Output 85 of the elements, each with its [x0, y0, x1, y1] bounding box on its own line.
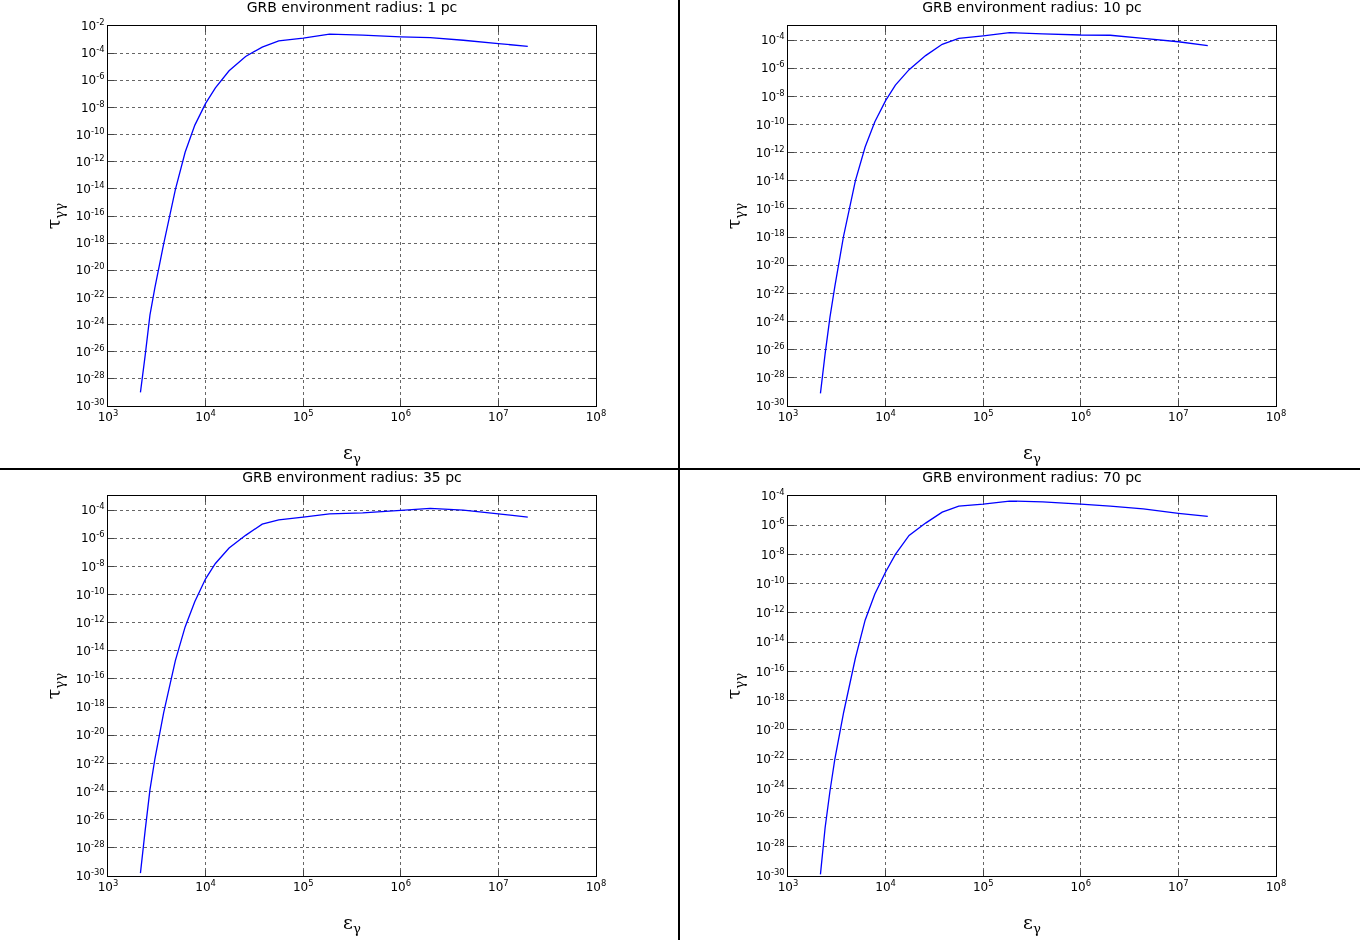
y-tick-label: 10$^{-26}$ [755, 808, 785, 825]
y-tick-label: 10$^{-12}$ [755, 143, 785, 160]
x-tick-label: 10$^{8}$ [1265, 878, 1287, 895]
y-tick-label: 10$^{-16}$ [755, 662, 785, 679]
x-tick-label: 10$^{3}$ [777, 878, 799, 895]
y-tick-label: 10$^{-6}$ [80, 71, 105, 88]
x-tick-label: 10$^{4}$ [195, 408, 216, 425]
y-tick-label: 10$^{-16}$ [755, 200, 785, 217]
y-tick-label: 10$^{-8}$ [80, 557, 105, 574]
y-tick-label: 10$^{-16}$ [75, 670, 105, 687]
y-tick-label: 10$^{-18}$ [755, 691, 785, 708]
y-tick-label: 10$^{-24}$ [755, 312, 785, 329]
x-axis-title: ε$_{γ}$ [343, 911, 361, 936]
y-tick-label: 10$^{-18}$ [755, 228, 785, 245]
x-tick-label: 10$^{6}$ [390, 878, 412, 895]
x-tick-label: 10$^{3}$ [777, 408, 799, 425]
y-tick-label: 10$^{-24}$ [75, 782, 105, 799]
y-tick-label: 10$^{-12}$ [75, 152, 105, 169]
x-tick-label: 10$^{8}$ [585, 408, 607, 425]
y-tick-label: 10$^{-4}$ [760, 31, 785, 48]
x-tick-label: 10$^{5}$ [972, 408, 994, 425]
y-tick-label: 10$^{-22}$ [755, 284, 785, 301]
y-tick-label: 10$^{-28}$ [755, 837, 785, 854]
y-tick-label: 10$^{-8}$ [80, 98, 105, 115]
y-tick-label: 10$^{-24}$ [755, 779, 785, 796]
x-tick-label: 10$^{5}$ [292, 878, 314, 895]
y-tick-label: 10$^{-10}$ [75, 125, 105, 142]
y-tick-label: 10$^{-4}$ [760, 487, 785, 504]
y-tick-label: 10$^{-10}$ [755, 574, 785, 591]
y-tick-label: 10$^{-28}$ [755, 369, 785, 386]
y-tick-label: 10$^{-26}$ [755, 340, 785, 357]
x-tick-label: 10$^{5}$ [972, 878, 994, 895]
x-tick-label: 10$^{8}$ [585, 878, 607, 895]
y-tick-label: 10$^{-22}$ [75, 288, 105, 305]
y-tick-label: 10$^{-16}$ [75, 207, 105, 224]
x-tick-label: 10$^{6}$ [1070, 878, 1092, 895]
y-tick-label: 10$^{-28}$ [75, 839, 105, 856]
y-tick-label: 10$^{-6}$ [80, 529, 105, 546]
y-tick-label: 10$^{-18}$ [75, 234, 105, 251]
x-tick-label: 10$^{4}$ [875, 878, 896, 895]
y-tick-label: 10$^{-14}$ [755, 171, 785, 189]
y-tick-label: 10$^{-14}$ [75, 641, 105, 659]
y-tick-label: 10$^{-10}$ [755, 115, 785, 132]
y-tick-label: 10$^{-26}$ [75, 342, 105, 359]
x-axis-title: ε$_{γ}$ [343, 441, 361, 466]
x-tick-label: 10$^{5}$ [292, 408, 314, 425]
chart-title: GRB environment radius: 1 pc [246, 0, 458, 16]
y-tick-label: 10$^{-12}$ [75, 613, 105, 630]
x-tick-label: 10$^{4}$ [875, 408, 896, 425]
y-tick-label: 10$^{-6}$ [760, 516, 785, 533]
y-tick-label: 10$^{-6}$ [760, 59, 785, 76]
x-tick-label: 10$^{7}$ [1168, 878, 1189, 895]
y-tick-label: 10$^{-18}$ [75, 698, 105, 715]
x-tick-label: 10$^{3}$ [97, 878, 119, 895]
y-tick-label: 10$^{-14}$ [755, 633, 785, 650]
x-tick-label: 10$^{4}$ [195, 878, 216, 895]
x-tick-label: 10$^{7}$ [1168, 408, 1189, 425]
chart-title: GRB environment radius: 35 pc [242, 469, 462, 486]
x-tick-label: 10$^{7}$ [488, 408, 509, 425]
x-tick-label: 10$^{6}$ [390, 408, 412, 425]
x-tick-label: 10$^{8}$ [1265, 408, 1287, 425]
y-tick-label: 10$^{-20}$ [75, 726, 105, 743]
y-tick-label: 10$^{-4}$ [80, 44, 105, 61]
chart-title: GRB environment radius: 10 pc [922, 0, 1142, 16]
x-tick-label: 10$^{3}$ [97, 408, 119, 425]
y-tick-label: 10$^{-24}$ [75, 315, 105, 332]
y-tick-label: 10$^{-22}$ [75, 754, 105, 771]
y-tick-label: 10$^{-22}$ [755, 750, 785, 767]
y-tick-label: 10$^{-12}$ [755, 604, 785, 621]
x-axis-title: ε$_{γ}$ [1023, 911, 1041, 936]
x-tick-label: 10$^{6}$ [1070, 408, 1092, 425]
chart-title: GRB environment radius: 70 pc [922, 469, 1142, 486]
y-tick-label: 10$^{-10}$ [75, 585, 105, 602]
y-tick-label: 10$^{-8}$ [760, 545, 785, 562]
y-tick-label: 10$^{-8}$ [760, 87, 785, 104]
x-axis-title: ε$_{γ}$ [1023, 441, 1041, 466]
y-tick-label: 10$^{-14}$ [75, 180, 105, 197]
y-tick-label: 10$^{-4}$ [80, 501, 105, 518]
y-tick-label: 10$^{-20}$ [75, 261, 105, 278]
y-tick-label: 10$^{-2}$ [80, 17, 105, 34]
y-tick-label: 10$^{-26}$ [75, 810, 105, 827]
y-tick-label: 10$^{-20}$ [755, 721, 785, 738]
x-tick-label: 10$^{7}$ [488, 878, 509, 895]
y-tick-label: 10$^{-20}$ [755, 256, 785, 273]
y-tick-label: 10$^{-28}$ [75, 370, 105, 387]
